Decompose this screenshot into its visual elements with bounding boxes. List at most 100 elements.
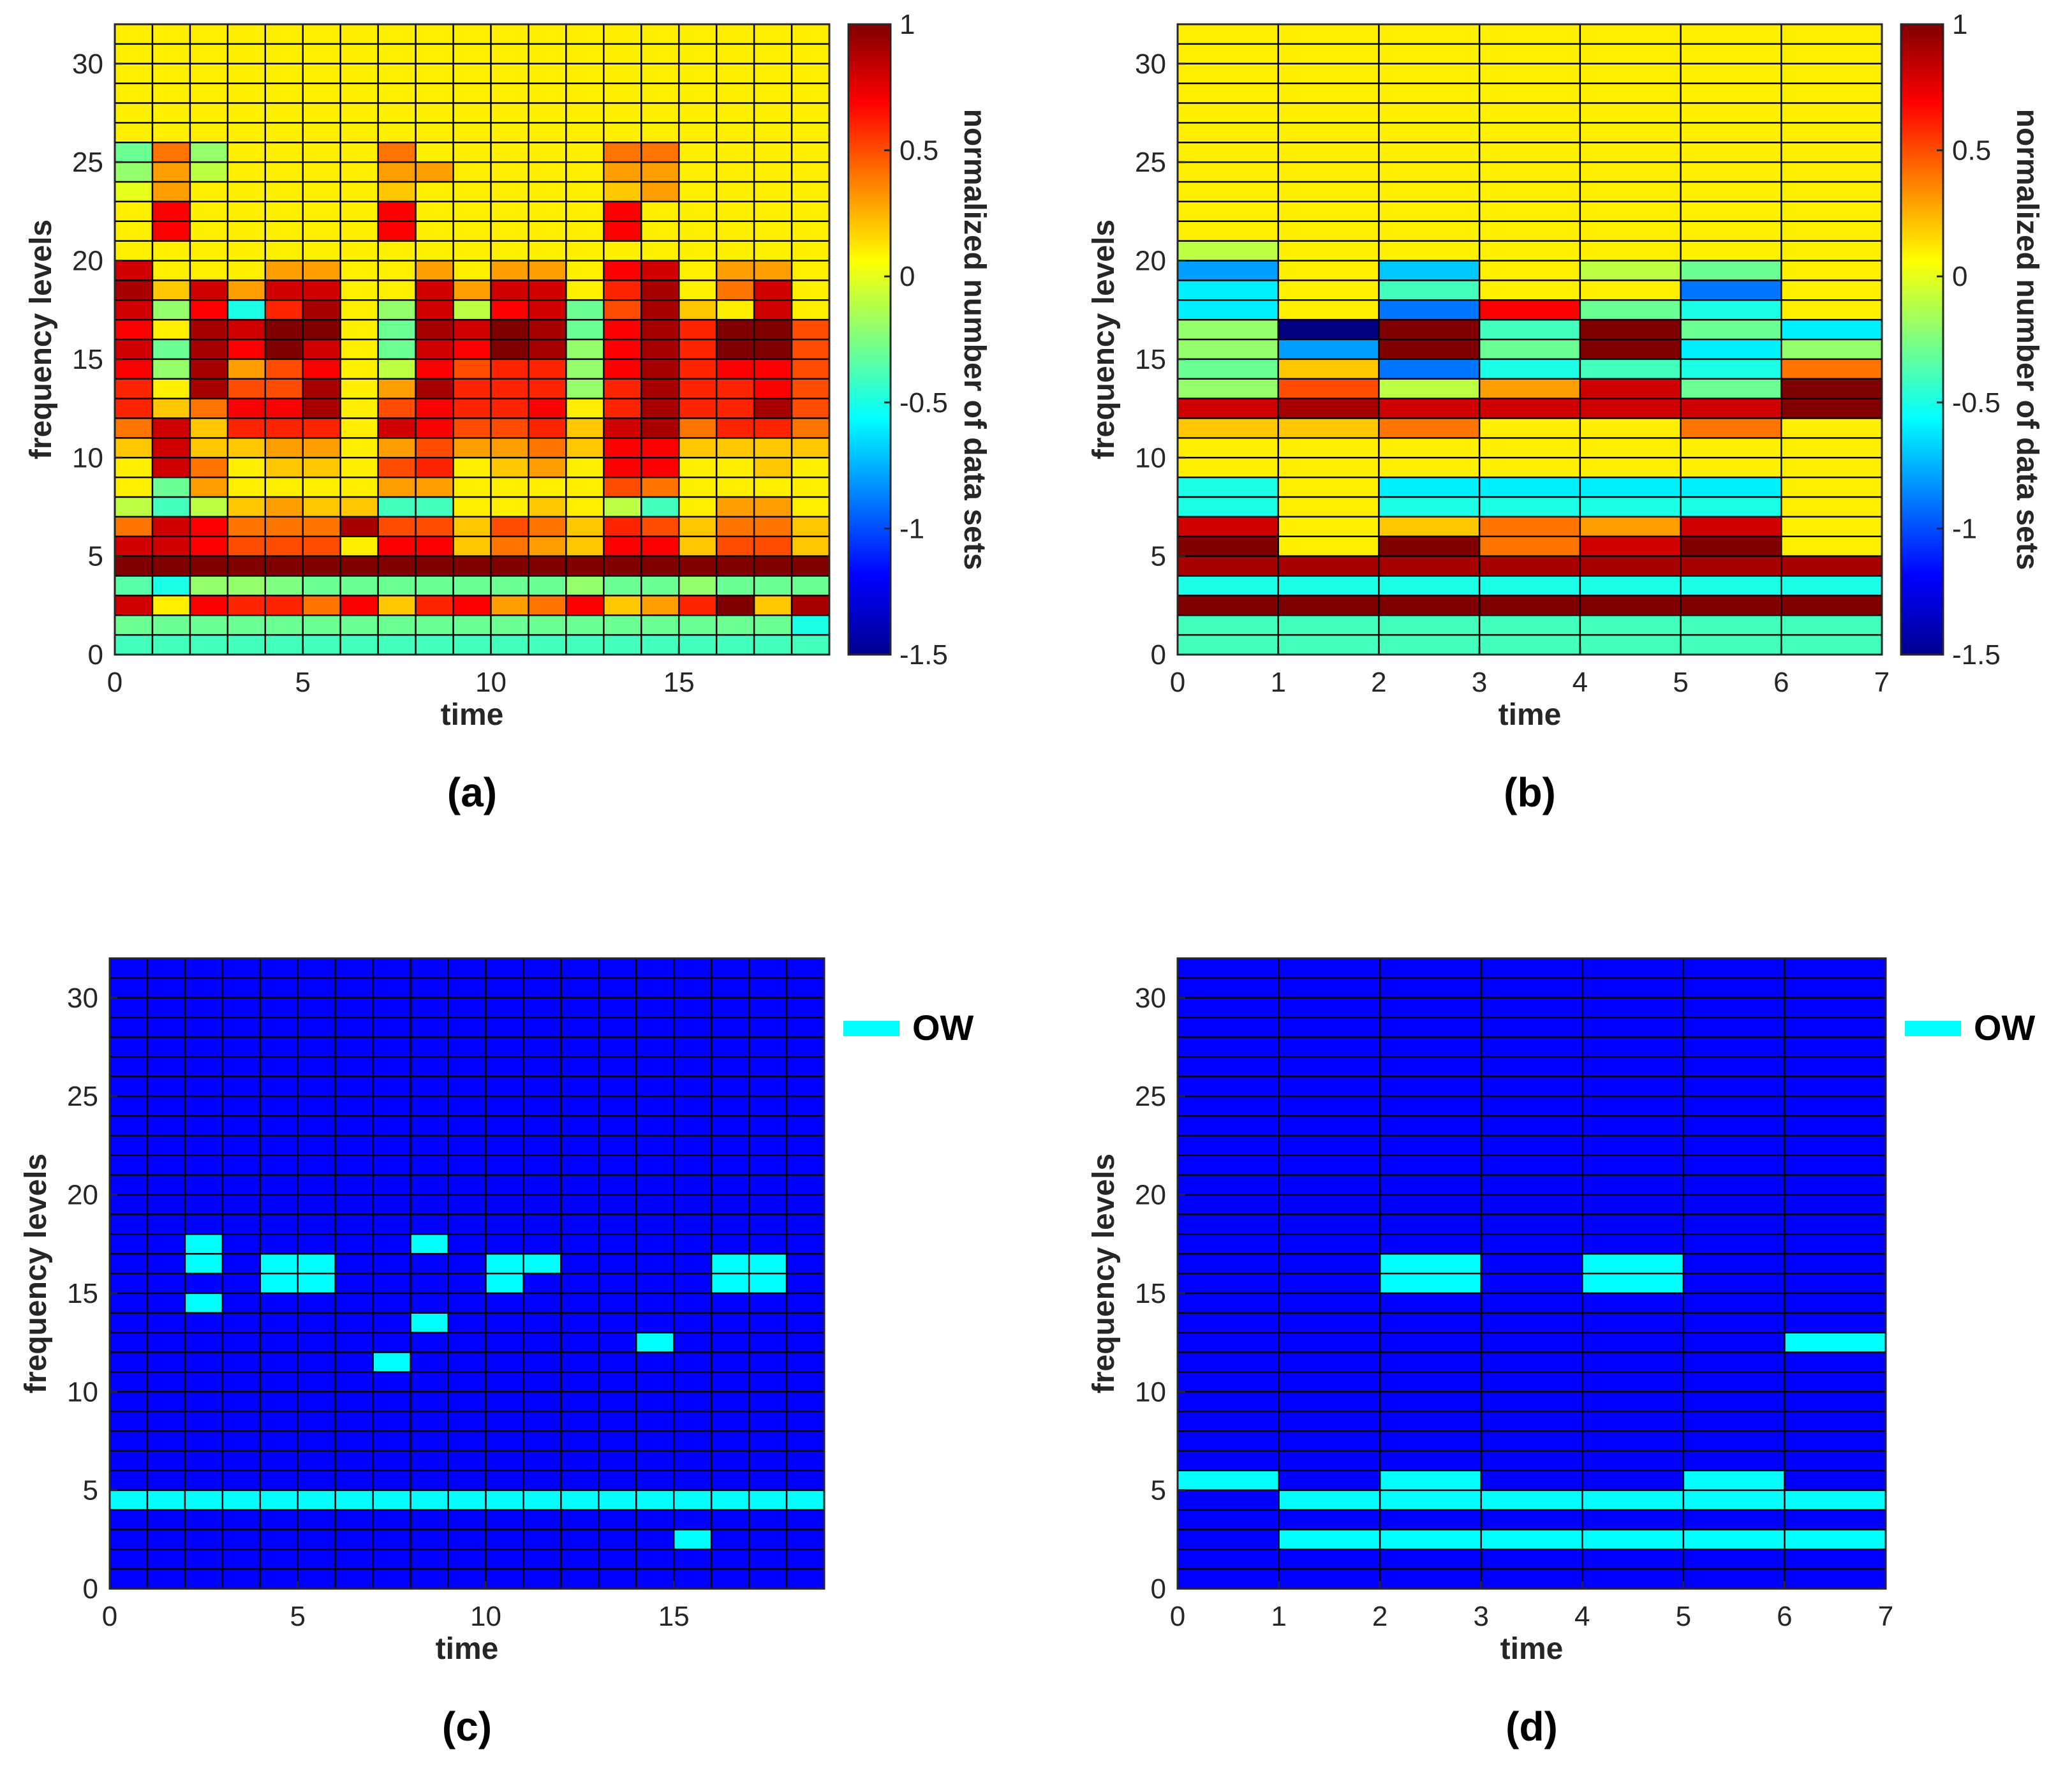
heatmap-cell [679,477,717,497]
heatmap-cell [415,418,454,438]
heatmap-cell [1178,556,1278,576]
heatmap-cell [528,241,566,261]
heatmap-cell [415,320,454,339]
heatmap-cell [1479,359,1580,379]
grid-a [115,24,829,655]
heatmap-cell [603,359,642,379]
heatmap-cell [1278,142,1379,163]
heatmap-cell [716,300,755,320]
heatmap-cell [453,280,491,301]
heatmap-cell [716,63,755,84]
heatmap-cell [1680,142,1782,163]
heatmap-cell [265,536,303,556]
heatmap-cell [679,24,717,44]
y-tick-label: 20 [1135,1180,1166,1211]
heatmap-cell [1580,438,1681,458]
heatmap-cell [152,63,190,84]
heatmap-cell [754,398,792,419]
heatmap-cell [1580,418,1681,438]
heatmap-cell [1178,83,1278,103]
x-axis-label-d: time [1500,1632,1564,1666]
heatmap-cell [528,595,566,616]
heatmap-cell [1278,556,1379,576]
heatmap-cell [491,516,529,537]
heatmap-cell [1781,83,1882,103]
heatmap-cell [340,339,378,359]
heatmap-cell [378,339,416,359]
legend-c: OW [843,1007,974,1048]
heatmap-cell [453,123,491,143]
heatmap-cell [227,43,265,64]
heatmap-cell [189,300,228,320]
ow-cell [184,1490,223,1510]
heatmap-cell [265,24,303,44]
heatmap-cell [1580,595,1681,616]
heatmap-cell [1379,359,1480,379]
heatmap-cell [1278,635,1379,655]
heatmap-cell [1781,359,1882,379]
heatmap-cell [491,201,529,221]
heatmap-cell [152,201,190,221]
heatmap-cell [227,576,265,596]
heatmap-cell [189,477,228,497]
colorbar-tick-label: -1 [1952,513,1977,544]
heatmap-cell [603,457,642,478]
heatmap-cell [340,595,378,616]
heatmap-cell [115,398,152,419]
heatmap-cell [227,516,265,537]
heatmap-cell [1781,418,1882,438]
x-tick-label: 5 [290,1601,305,1632]
heatmap-cell [1580,123,1681,143]
heatmap-cell [1781,123,1882,143]
heatmap-cell [679,339,717,359]
heatmap-cell [1781,556,1882,576]
colorbar-tick-label: -0.5 [1952,387,2001,419]
legend-swatch-ow-d [1905,1021,1961,1036]
heatmap-cell [227,615,265,635]
x-ticks-a: 0 5 10 15 [107,647,695,698]
heatmap-cell [641,300,679,320]
heatmap-cell [302,359,341,379]
heatmap-cell [227,339,265,359]
heatmap-cell [603,43,642,64]
heatmap-cell [566,43,604,64]
heatmap-cell [754,359,792,379]
panel-c: 0 5 10 15 0 5 10 15 20 25 30 time frequency level… [19,957,974,1749]
heatmap-cell [1178,477,1278,497]
heatmap-cell [189,378,228,399]
heatmap-cell [1379,63,1480,84]
heatmap-cell [1379,536,1480,556]
heatmap-cell [528,123,566,143]
heatmap-cell [1379,576,1480,596]
heatmap-cell [152,595,190,616]
heatmap-cell [1278,516,1379,537]
heatmap-cell [453,418,491,438]
heatmap-cell [679,418,717,438]
x-tick-label: 15 [663,667,695,698]
heatmap-cell [792,83,829,103]
legend-swatch-ow-c [843,1021,899,1036]
heatmap-cell [152,516,190,537]
heatmap-cell [603,63,642,84]
heatmap-cell [415,221,454,241]
heatmap-cell [792,536,829,556]
heatmap-cell [566,516,604,537]
heatmap-cell [1178,536,1278,556]
heatmap-cell [1379,103,1480,123]
y-tick-label: 15 [72,344,103,375]
heatmap-cell [641,162,679,182]
heatmap-cell [1680,201,1782,221]
x-tick-label: 3 [1472,667,1487,698]
heatmap-cell [491,162,529,182]
heatmap-cell [1278,418,1379,438]
heatmap-cell [415,457,454,478]
heatmap-cell [1680,182,1782,202]
ow-cell [335,1490,373,1510]
heatmap-cell [566,162,604,182]
heatmap-cell [1580,457,1681,478]
heatmap-cell [641,536,679,556]
heatmap-cell [189,576,228,596]
heatmap-cell [115,635,152,655]
heatmap-cell [603,182,642,202]
heatmap-cell [1479,201,1580,221]
